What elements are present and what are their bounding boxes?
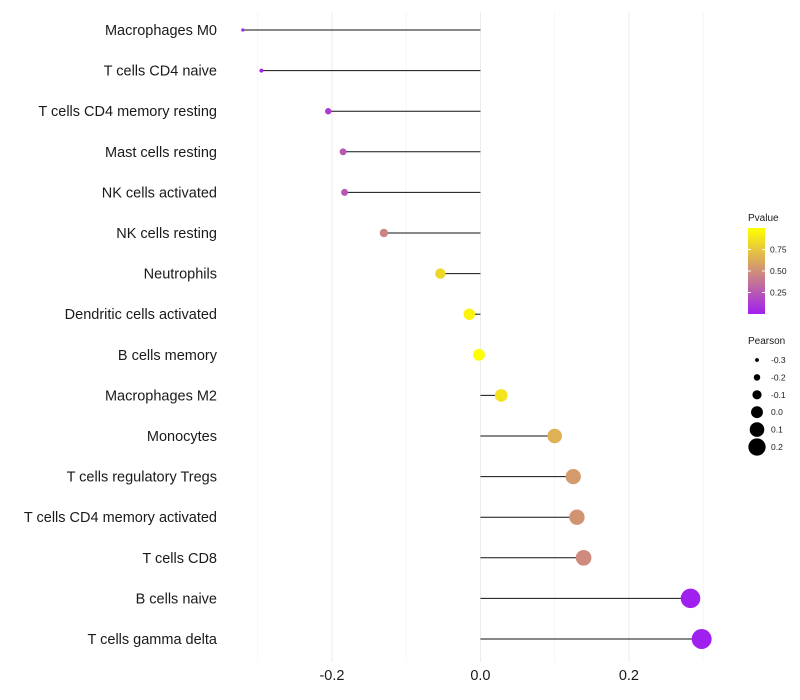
pearson-legend-title: Pearson xyxy=(748,336,785,347)
point-t-cells-cd4-memory-resting xyxy=(325,108,332,115)
pearson-legend-dot xyxy=(753,374,761,381)
pearson-legend-dot xyxy=(752,390,762,400)
pvalue-tick-label: 0.25 xyxy=(770,288,787,298)
pearson-legend-dot xyxy=(748,438,766,456)
pearson-legend-label: 0.2 xyxy=(771,442,783,452)
pearson-legend-label: -0.3 xyxy=(771,355,786,365)
y-label-t-cells-gamma-delta: T cells gamma delta xyxy=(88,632,218,648)
pearson-legend-label: -0.1 xyxy=(771,390,786,400)
y-label-t-cells-cd4-naive: T cells CD4 naive xyxy=(104,64,217,80)
y-label-t-cells-cd4-memory-activated: T cells CD4 memory activated xyxy=(24,510,217,526)
x-tick-label: -0.2 xyxy=(319,668,344,684)
y-label-macrophages-m2: Macrophages M2 xyxy=(105,388,217,404)
stems xyxy=(242,29,702,640)
point-b-cells-memory xyxy=(473,348,485,361)
point-b-cells-naive xyxy=(680,588,701,609)
point-monocytes xyxy=(547,428,562,444)
points xyxy=(241,28,712,649)
pearson-legend-label: 0.1 xyxy=(771,425,783,435)
point-t-cells-gamma-delta xyxy=(691,629,712,649)
point-neutrophils xyxy=(435,268,446,279)
pvalue-tick-label: 0.50 xyxy=(770,266,787,276)
grid-lines xyxy=(257,12,704,662)
pvalue-legend: Pvalue 0.75 0.50 0.25 xyxy=(748,213,787,314)
y-label-nk-cells-resting: NK cells resting xyxy=(116,226,217,242)
pearson-legend-dot xyxy=(749,422,765,437)
point-mast-cells-resting xyxy=(339,148,347,156)
point-macrophages-m2 xyxy=(494,389,508,402)
y-label-b-cells-memory: B cells memory xyxy=(118,348,218,364)
point-t-cells-cd4-memory-activated xyxy=(569,509,585,525)
y-label-t-cells-cd8: T cells CD8 xyxy=(142,551,217,567)
y-label-nk-cells-activated: NK cells activated xyxy=(102,185,217,201)
y-label-t-cells-regulatory-tregs: T cells regulatory Tregs xyxy=(67,470,217,486)
pvalue-legend-ticks: 0.75 0.50 0.25 xyxy=(748,245,787,298)
x-axis-ticks: -0.2 0.0 0.2 xyxy=(319,668,639,684)
y-label-t-cells-cd4-memory-resting: T cells CD4 memory resting xyxy=(38,104,217,120)
pearson-legend-dot xyxy=(751,406,763,419)
y-label-mast-cells-resting: Mast cells resting xyxy=(105,145,217,161)
pearson-legend: Pearson -0.3 -0.2 -0.1 0.0 0.1 0.2 xyxy=(748,336,786,456)
y-label-monocytes: Monocytes xyxy=(147,429,217,445)
point-t-cells-regulatory-tregs xyxy=(565,468,581,485)
pvalue-tick-label: 0.75 xyxy=(770,245,787,255)
point-macrophages-m0 xyxy=(241,28,245,32)
y-axis-labels: Macrophages M0 T cells CD4 naive T cells C… xyxy=(24,23,218,648)
y-label-neutrophils: Neutrophils xyxy=(144,267,217,283)
pearson-legend-label: 0.0 xyxy=(771,407,783,417)
pvalue-legend-title: Pvalue xyxy=(748,213,779,224)
x-tick-label: 0.2 xyxy=(619,668,639,684)
y-label-b-cells-naive: B cells naive xyxy=(136,591,217,607)
pearson-legend-label: -0.2 xyxy=(771,372,786,382)
point-nk-cells-activated xyxy=(341,188,349,196)
y-label-dendritic-cells-activated: Dendritic cells activated xyxy=(65,307,217,323)
point-t-cells-cd8 xyxy=(575,549,592,566)
y-label-macrophages-m0: Macrophages M0 xyxy=(105,23,217,39)
point-t-cells-cd4-naive xyxy=(259,68,264,73)
x-tick-label: 0.0 xyxy=(470,668,490,684)
point-nk-cells-resting xyxy=(379,228,389,238)
pvalue-color-bar xyxy=(748,228,765,314)
pearson-legend-items: -0.3 -0.2 -0.1 0.0 0.1 0.2 xyxy=(748,355,786,456)
point-dendritic-cells-activated xyxy=(463,308,476,320)
pearson-legend-dot xyxy=(755,358,759,362)
